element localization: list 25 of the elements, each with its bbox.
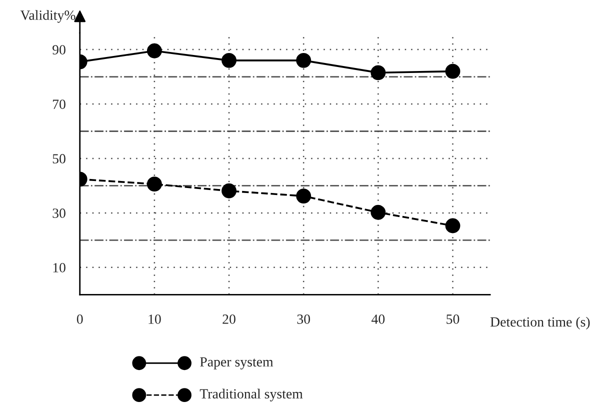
x-tick-label: 30	[297, 314, 310, 324]
legend-label: Paper system	[200, 357, 274, 370]
point	[445, 218, 460, 234]
y-axis-title: Validity%	[20, 10, 76, 23]
point	[370, 65, 386, 80]
x-axis-title: Detection time (s)	[490, 316, 590, 330]
x-tick-label: 0	[76, 314, 83, 324]
point	[370, 204, 386, 220]
point	[146, 43, 162, 58]
point	[296, 188, 312, 204]
point	[146, 176, 162, 192]
y-tick-label: 30	[52, 208, 66, 218]
y-tick-label: 50	[52, 154, 66, 164]
point	[296, 52, 312, 68]
x-tick-label: 20	[222, 314, 236, 324]
point	[445, 64, 460, 79]
point	[222, 52, 236, 68]
x-tick-label: 40	[372, 314, 385, 324]
y-tick-label: 90	[52, 45, 66, 54]
y-tick-label: 10	[53, 263, 66, 272]
point	[222, 183, 236, 198]
x-tick-label: 10	[148, 314, 161, 324]
legend-label: Traditional system	[200, 388, 303, 402]
x-tick-label: 50	[446, 314, 460, 324]
y-tick-label: 70	[53, 100, 66, 109]
